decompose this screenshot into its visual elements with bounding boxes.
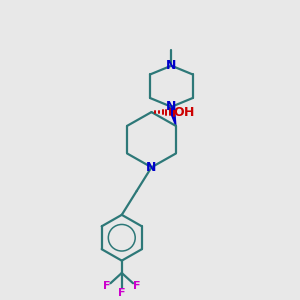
Text: N: N [166, 100, 177, 113]
Text: F: F [103, 280, 110, 291]
Text: N: N [146, 161, 157, 174]
Polygon shape [169, 106, 176, 126]
Text: H: H [184, 106, 194, 118]
Text: O: O [174, 106, 184, 118]
Text: N: N [166, 59, 177, 72]
Text: F: F [133, 280, 141, 291]
Text: F: F [118, 288, 125, 298]
